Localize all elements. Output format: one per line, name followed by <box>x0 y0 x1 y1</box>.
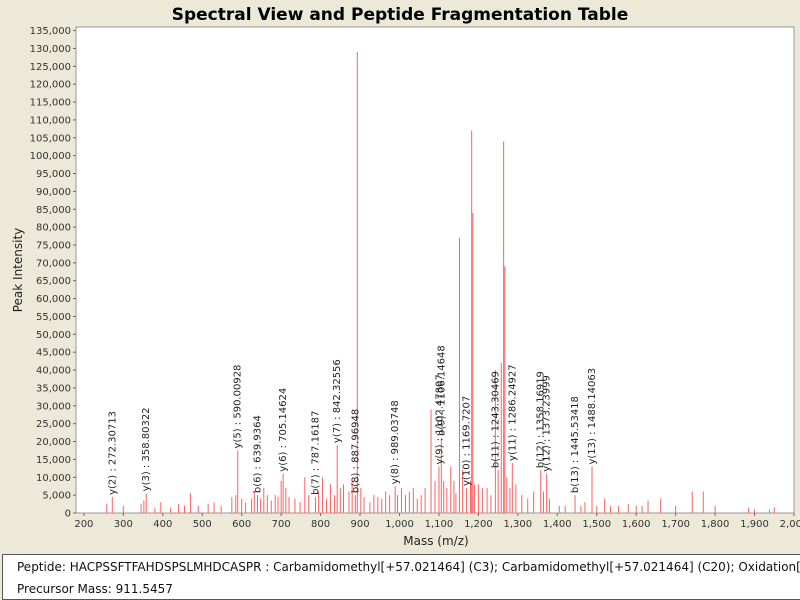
y-tick-label: 10,000 <box>36 473 71 484</box>
x-tick-label: 1,800 <box>701 519 730 530</box>
fragment-ion-label: y(12) : 1373.23999 <box>542 375 553 472</box>
x-tick-label: 500 <box>193 519 212 530</box>
x-tick-label: 800 <box>311 519 330 530</box>
y-tick-label: 100,000 <box>30 151 71 162</box>
fragment-ion-label: y(10) : 1169.7207 <box>462 396 473 486</box>
y-tick-label: 5,000 <box>42 491 71 502</box>
fragment-labels: y(2) : 272.30713 y(3) : 358.80322 y(5) : 5… <box>107 345 598 495</box>
fragment-ion-label: y(6) : 705.14624 <box>278 388 289 472</box>
y-tick-label: 70,000 <box>36 258 71 269</box>
x-tick-label: 300 <box>114 519 133 530</box>
fragment-ion-label: y(11) : 1286.24927 <box>507 364 518 461</box>
y-tick-label: 25,000 <box>36 419 71 430</box>
x-tick-label: 200 <box>74 519 93 530</box>
x-tick-label: 1,200 <box>464 519 493 530</box>
fragment-ion-label: b(8) : 887.96948 <box>350 409 361 493</box>
x-tick-label: 700 <box>272 519 291 530</box>
fragment-ion-label: y(9) : 1102.47807 <box>435 374 446 464</box>
fragment-ion-label: y(13) : 1488.14063 <box>587 368 598 465</box>
x-tick-label: 1,100 <box>425 519 454 530</box>
y-tick-label: 40,000 <box>36 366 71 377</box>
y-tick-label: 95,000 <box>36 169 71 180</box>
y-tick-label: 110,000 <box>30 115 71 126</box>
peak-series <box>106 52 775 513</box>
y-tick-label: 85,000 <box>36 205 71 216</box>
y-tick-label: 45,000 <box>36 348 71 359</box>
fragment-ion-label: b(9) : 1106.14648 <box>436 345 447 436</box>
y-tick-label: 135,000 <box>30 26 71 37</box>
plot-area <box>75 26 795 514</box>
fragment-ion-label: y(5) : 590.00928 <box>233 365 244 449</box>
x-tick-label: 1,300 <box>504 519 533 530</box>
x-tick-label: 600 <box>232 519 251 530</box>
fragment-ion-label: y(7) : 842.32556 <box>332 359 343 443</box>
y-tick-label: 0 <box>65 509 71 520</box>
peptide-info-panel: Peptide: HACPSSFTFAHDSPSLMHDCASPR : Carb… <box>2 554 800 600</box>
y-tick-label: 20,000 <box>36 437 71 448</box>
y-tick-label: 120,000 <box>30 80 71 91</box>
y-tick-label: 15,000 <box>36 455 71 466</box>
y-tick-label: 65,000 <box>36 276 71 287</box>
y-axis-label: Peak Intensity <box>11 228 25 313</box>
y-tick-label: 50,000 <box>36 330 71 341</box>
y-tick-label: 90,000 <box>36 187 71 198</box>
x-tick-label: 1,600 <box>622 519 651 530</box>
fragment-ion-label: y(8) : 989.03748 <box>390 400 401 484</box>
x-tick-label: 1,900 <box>740 519 769 530</box>
x-tick-label: 1,000 <box>385 519 414 530</box>
x-tick-label: 1,500 <box>582 519 611 530</box>
y-tick-label: 35,000 <box>36 383 71 394</box>
y-tick-label: 130,000 <box>30 44 71 55</box>
y-tick-label: 60,000 <box>36 294 71 305</box>
y-tick-label: 75,000 <box>36 240 71 251</box>
y-tick-label: 115,000 <box>30 98 71 109</box>
chart-title: Spectral View and Peptide Fragmentation … <box>172 5 629 25</box>
x-axis-label: Mass (m/z) <box>403 534 468 548</box>
x-tick-label: 1,400 <box>543 519 572 530</box>
y-tick-label: 125,000 <box>30 62 71 73</box>
y-tick-label: 55,000 <box>36 312 71 323</box>
fragment-ion-label: y(3) : 358.80322 <box>141 407 152 491</box>
fragment-ion-label: b(12) : 1358.16919 <box>536 371 547 468</box>
peptide-text: Peptide: HACPSSFTFAHDSPSLMHDCASPR : Carb… <box>17 560 800 574</box>
x-tick-label: 1,700 <box>661 519 690 530</box>
y-tick-label: 30,000 <box>36 401 71 412</box>
axis-ticks: 0 5,000 10,000 15,000 20,000 25,000 30,000 35,0… <box>30 26 800 530</box>
fragment-ion-label: b(7) : 787.16187 <box>310 411 321 495</box>
fragment-ion-label: y(2) : 272.30713 <box>107 411 118 495</box>
x-tick-label: 400 <box>153 519 172 530</box>
precursor-mass-text: Precursor Mass: 911.5457 <box>17 582 173 596</box>
fragment-ion-label: b(13) : 1445.53418 <box>570 396 581 493</box>
y-tick-label: 105,000 <box>30 133 71 144</box>
fragment-ion-label: b(6) : 639.9364 <box>252 415 263 493</box>
y-tick-label: 80,000 <box>36 223 71 234</box>
fragment-ion-label: b(11) : 1243.30469 <box>490 371 501 468</box>
x-tick-label: 900 <box>350 519 369 530</box>
x-tick-label: 2,000 <box>780 519 800 530</box>
spectrum-chart: Spectral View and Peptide Fragmentation … <box>11 5 800 548</box>
